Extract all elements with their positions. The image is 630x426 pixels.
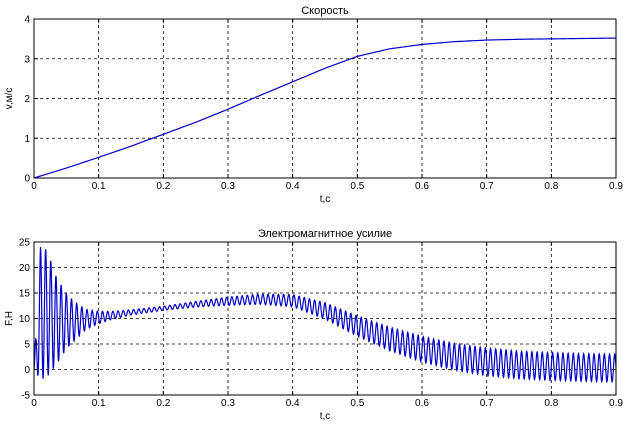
force-xlabel: t,c xyxy=(320,411,331,422)
force-xtick-label: 0.7 xyxy=(480,398,494,409)
speed-title: Скорость xyxy=(301,5,349,17)
speed-plot: Скорость t,c v,м/с 0 0.1 0.2 0.3 0.4 0.5 0.6 0.… xyxy=(4,5,623,205)
speed-ylabel: v,м/с xyxy=(4,88,15,110)
speed-xtick-label: 0.5 xyxy=(350,181,364,192)
speed-xtick-label: 0.8 xyxy=(544,181,558,192)
speed-xtick-label: 0.4 xyxy=(286,181,300,192)
speed-ytick-label: 3 xyxy=(24,54,30,65)
speed-xtick-label: 0.6 xyxy=(415,181,429,192)
force-xtick-label: 0.8 xyxy=(544,398,558,409)
speed-ytick-label: 1 xyxy=(24,134,30,145)
speed-ytick-label: 0 xyxy=(24,174,30,185)
force-series-line xyxy=(33,247,617,384)
speed-xlabel: t,c xyxy=(320,194,331,205)
force-ytick-label: 25 xyxy=(19,238,31,249)
speed-xtick-label: 0 xyxy=(31,181,37,192)
force-ylabel: F,H xyxy=(4,311,15,326)
force-xtick-label: 0 xyxy=(31,398,37,409)
speed-xtick-label: 0.9 xyxy=(609,181,623,192)
force-title: Электромагнитное усилие xyxy=(258,228,392,240)
force-xtick-label: 0.5 xyxy=(350,398,364,409)
force-ytick-label: -5 xyxy=(21,391,30,402)
force-plot: Электромагнитное усилие t,c F,H 0 0.1 0.2 0… xyxy=(4,228,623,422)
force-xtick-label: 0.3 xyxy=(221,398,235,409)
speed-xtick-label: 0.2 xyxy=(156,181,170,192)
speed-xtick-label: 0.7 xyxy=(480,181,494,192)
force-xtick-label: 0.2 xyxy=(156,398,170,409)
force-ytick-label: 0 xyxy=(24,365,30,376)
speed-series-line xyxy=(33,37,617,179)
force-ytick-label: 5 xyxy=(24,340,30,351)
force-ytick-label: 10 xyxy=(19,314,31,325)
speed-xtick-label: 0.3 xyxy=(221,181,235,192)
force-xtick-label: 0.1 xyxy=(92,398,106,409)
speed-ytick-label: 4 xyxy=(24,15,30,26)
speed-xtick-label: 0.1 xyxy=(92,181,106,192)
force-xtick-label: 0.4 xyxy=(286,398,300,409)
force-xtick-label: 0.6 xyxy=(415,398,429,409)
force-ytick-label: 15 xyxy=(19,289,31,300)
force-xtick-label: 0.9 xyxy=(609,398,623,409)
speed-ytick-label: 2 xyxy=(24,94,30,105)
force-ytick-label: 20 xyxy=(19,263,31,274)
